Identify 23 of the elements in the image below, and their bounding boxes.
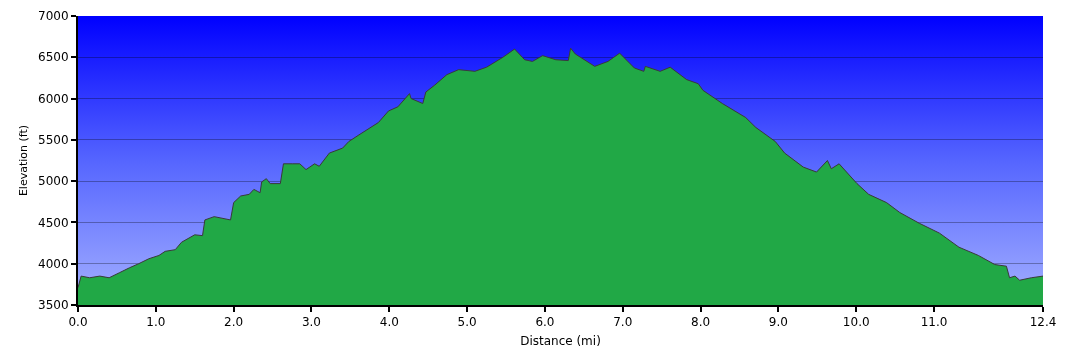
x-tick-label: 3.0 <box>301 315 322 330</box>
x-tick-label: 6.0 <box>535 315 555 330</box>
y-tick-label: 6500 <box>38 50 69 65</box>
x-tick-label: 9.0 <box>768 315 788 330</box>
y-tick-label: 4500 <box>38 215 69 230</box>
y-tick-label: 4000 <box>38 256 69 271</box>
x-tick-label: 10.0 <box>842 315 870 330</box>
y-axis-title: Elevation (ft) <box>17 124 31 197</box>
x-tick-label: 8.0 <box>691 315 711 330</box>
x-tick-label: 2.0 <box>224 315 244 330</box>
x-axis-title: Distance (mi) <box>520 333 601 348</box>
y-tick-label: 5000 <box>38 174 69 189</box>
y-tick-label: 5500 <box>38 133 69 148</box>
x-tick-label: 4.0 <box>379 315 399 330</box>
x-tick-label: 0.0 <box>68 315 88 330</box>
y-tick-label: 6000 <box>38 91 69 106</box>
y-tick-label: 3500 <box>38 298 69 313</box>
x-tick-label: 12.4 <box>1029 315 1057 330</box>
x-tick-label: 5.0 <box>457 315 477 330</box>
x-tick-label: 7.0 <box>613 315 633 330</box>
x-tick-label: 11.0 <box>920 315 948 330</box>
x-tick-label: 1.0 <box>146 315 166 330</box>
y-tick-label: 7000 <box>38 9 69 24</box>
